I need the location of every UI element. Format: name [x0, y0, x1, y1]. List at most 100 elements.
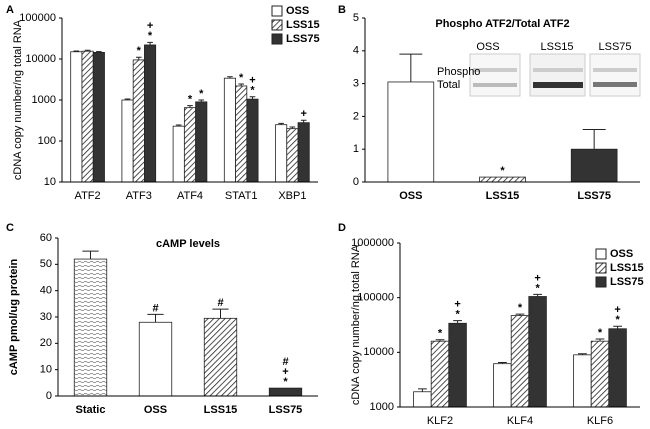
y-tick-label: 1000 — [370, 401, 394, 413]
annotation: # — [282, 356, 288, 368]
x-tick-label: OSS — [144, 404, 167, 416]
legend-label: LSS75 — [610, 276, 644, 288]
bar — [132, 59, 145, 183]
error-bar — [147, 41, 153, 45]
bar — [448, 322, 467, 408]
x-tick-label: LSS15 — [486, 190, 520, 202]
blot-row-label: Total — [437, 79, 460, 91]
bar — [73, 258, 108, 397]
x-tick-label: ATF4 — [177, 190, 203, 202]
bar — [172, 125, 185, 183]
y-axis-label: cAMP pmol/ug protein — [8, 258, 20, 375]
y-tick-label: 5 — [353, 12, 359, 24]
error-bar — [278, 122, 284, 125]
legend-label: LSS75 — [286, 33, 320, 45]
annotation: * — [518, 302, 523, 314]
legend-label: LSS15 — [610, 262, 644, 274]
annotation: + — [454, 299, 460, 311]
x-tick-label: LSS75 — [577, 190, 611, 202]
y-axis-label: cDNA copy number/ng total RNA — [12, 19, 24, 180]
y-tick-label: 2 — [353, 110, 359, 122]
error-bar — [135, 56, 142, 60]
error-bar — [289, 126, 296, 129]
y-tick-label: 10000 — [363, 346, 394, 358]
error-bar — [515, 313, 525, 316]
y-tick-label: 20 — [40, 337, 52, 349]
bar — [528, 296, 547, 408]
error-bar — [435, 339, 445, 342]
panel-label: A — [6, 4, 14, 16]
legend-label: LSS15 — [286, 19, 320, 31]
x-tick-label: STAT1 — [225, 190, 258, 202]
y-tick-label: 10000 — [25, 53, 56, 65]
chart-title: cAMP levels — [156, 238, 220, 250]
error-bar — [418, 388, 427, 392]
legend-swatch — [271, 5, 283, 17]
legend-label: OSS — [610, 248, 633, 260]
error-bar — [175, 124, 182, 127]
y-tick-label: 60 — [40, 232, 52, 244]
error-bar — [533, 293, 542, 297]
blot-inset — [469, 53, 641, 97]
panel-label: B — [338, 4, 346, 16]
blot-lane-label: OSS — [476, 41, 499, 53]
legend-swatch — [595, 248, 607, 260]
bar — [493, 363, 512, 408]
bar — [223, 77, 236, 183]
bar — [608, 328, 627, 408]
y-tick-label: 3 — [353, 78, 359, 90]
x-tick-label: KLF6 — [587, 415, 613, 427]
error-bar — [399, 53, 423, 82]
annotation: * — [148, 30, 153, 42]
x-tick-label: LSS75 — [269, 404, 303, 416]
blot-row-label: Phospho — [437, 66, 480, 78]
y-tick-label: 0 — [353, 176, 359, 188]
error-bar — [238, 83, 245, 86]
error-bar — [73, 50, 80, 52]
annotation: * — [250, 85, 255, 97]
chart-title: Phospho ATF2/Total ATF2 — [435, 18, 569, 30]
y-tick-label: 4 — [353, 45, 359, 57]
annotation: * — [199, 88, 204, 100]
blot-lane-label: LSS15 — [540, 41, 573, 53]
error-bar — [212, 308, 229, 319]
y-tick-label: 50 — [40, 258, 52, 270]
error-bar — [249, 96, 256, 100]
y-tick-label: 1 — [353, 143, 359, 155]
annotation: * — [188, 94, 193, 106]
y-tick-label: 10 — [44, 176, 56, 188]
annotation: * — [535, 282, 540, 294]
bar — [387, 81, 435, 183]
bar — [413, 391, 432, 408]
y-tick-label: 1000 — [32, 94, 56, 106]
bar — [81, 50, 94, 183]
annotation: + — [249, 75, 255, 87]
bar — [510, 315, 530, 408]
bar — [430, 340, 450, 408]
annotation: * — [598, 327, 603, 339]
error-bar — [300, 119, 307, 123]
annotation: * — [455, 309, 460, 321]
annotation: + — [282, 366, 288, 378]
legend-swatch — [595, 276, 607, 288]
x-tick-label: LSS15 — [204, 404, 238, 416]
error-bar — [187, 105, 193, 108]
bar — [92, 51, 105, 183]
error-bar — [578, 353, 587, 355]
error-bar — [82, 250, 99, 260]
bar — [183, 107, 197, 183]
bar — [195, 101, 208, 183]
error-bar — [582, 129, 606, 150]
bar — [297, 122, 310, 183]
bar — [268, 387, 303, 397]
annotation: + — [300, 108, 306, 120]
bar — [590, 340, 610, 408]
bar — [203, 317, 238, 397]
bar — [573, 354, 592, 408]
x-tick-label: KLF2 — [427, 415, 453, 427]
error-bar — [84, 49, 91, 52]
bar — [121, 99, 134, 183]
annotation: * — [239, 72, 244, 84]
error-bar — [96, 51, 102, 53]
legend-label: OSS — [286, 5, 309, 17]
